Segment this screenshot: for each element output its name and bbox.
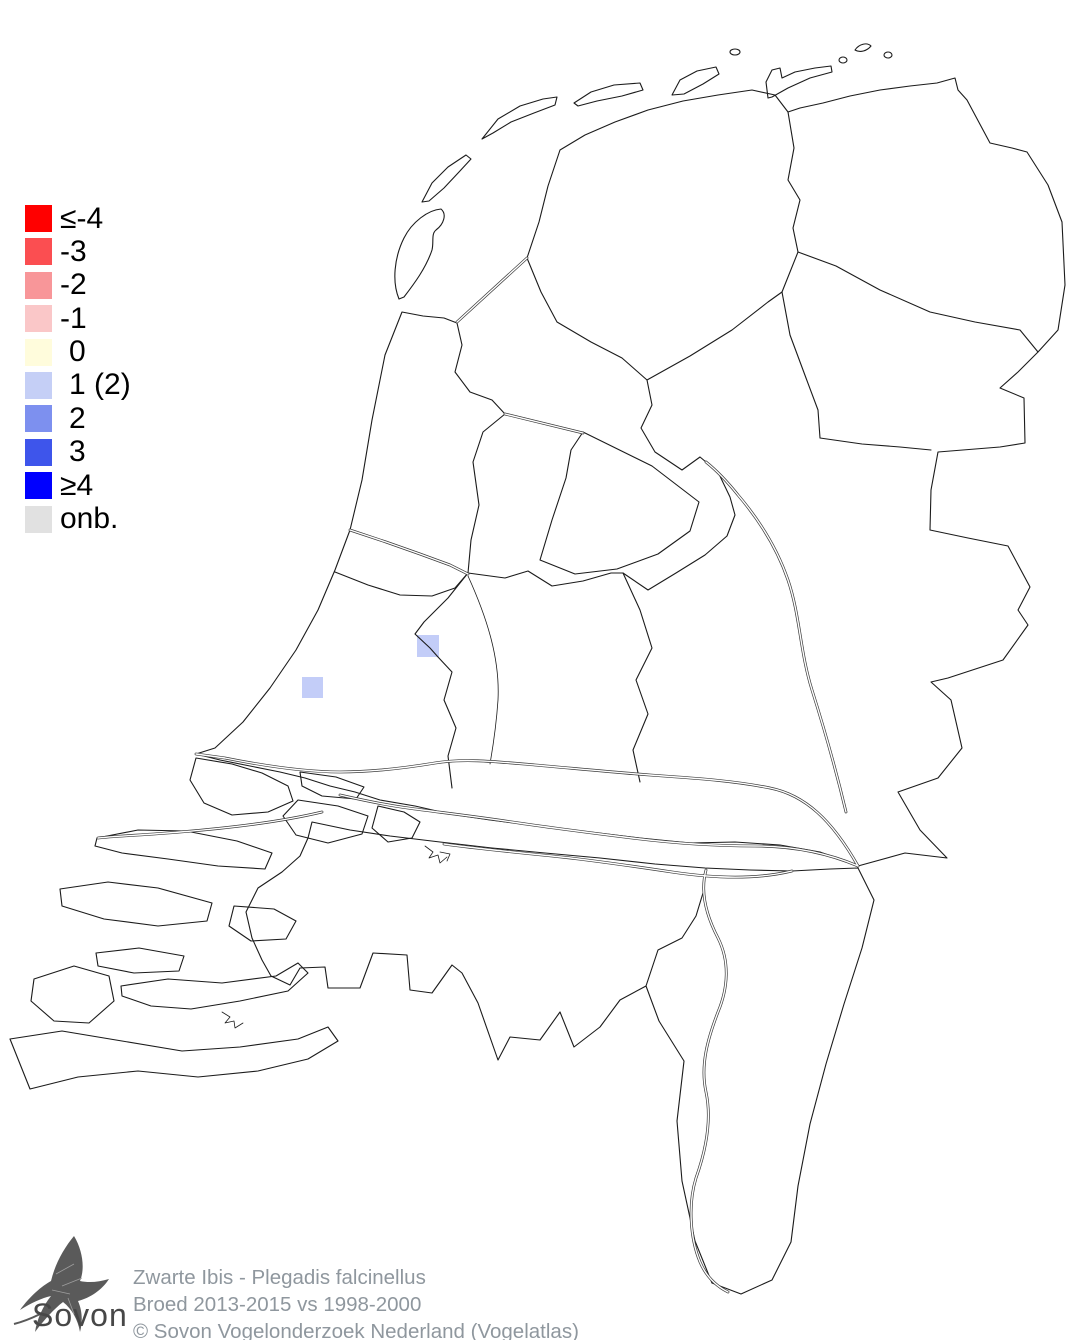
legend-label: ≤-4	[60, 201, 104, 235]
mainland-outline	[195, 77, 1066, 867]
legend-label: -3	[60, 234, 87, 268]
legend-swatch	[25, 438, 52, 466]
swallow-icon	[13, 1236, 109, 1332]
legend-swatch	[25, 305, 52, 333]
legend-swatch	[25, 205, 52, 232]
legend-label: onb.	[60, 502, 119, 536]
legend-item-0: ≤-4	[25, 201, 131, 235]
rivers	[96, 256, 860, 1294]
legend-swatch	[25, 238, 52, 266]
species-title: Zwarte Ibis - Plegadis falcinellus	[133, 1266, 426, 1289]
map-legend: ≤-4 -3 -2 -1 0 1 (2) 2 3 ≥4 onb.	[25, 201, 131, 539]
legend-label: 1 (2)	[69, 368, 131, 402]
sovon-logo-text: Sovon	[32, 1297, 128, 1333]
legend-item-5: 1 (2)	[25, 368, 131, 402]
legend-item-4: 0	[25, 335, 131, 369]
legend-label: -2	[60, 268, 87, 302]
legend-label: 2	[69, 401, 86, 435]
legend-item-7: 3	[25, 435, 131, 469]
legend-label: 0	[69, 335, 86, 369]
brabant-limburg-outline	[221, 821, 875, 1295]
legend-swatch	[25, 472, 52, 500]
legend-item-2: -2	[25, 268, 131, 302]
legend-item-8: ≥4	[25, 468, 131, 502]
atlas-square-value-1	[302, 677, 323, 698]
flevoland-polder	[539, 431, 700, 575]
legend-label: -1	[60, 301, 87, 335]
legend-item-3: -1	[25, 301, 131, 335]
legend-swatch	[25, 371, 52, 399]
legend-swatch	[25, 405, 52, 433]
province-borders	[334, 111, 1039, 987]
legend-swatch	[25, 271, 52, 299]
sovon-logo: Sovon	[12, 1234, 134, 1336]
map-caption: Zwarte Ibis - Plegadis falcinellus Broed…	[133, 1264, 579, 1340]
period-subtitle: Broed 2013-2015 vs 1998-2000	[133, 1293, 422, 1316]
legend-item-9: onb.	[25, 502, 131, 536]
copyright-line: © Sovon Vogelonderzoek Nederland (Vogela…	[133, 1320, 579, 1340]
legend-swatch	[25, 338, 52, 366]
zeeland-islands	[9, 757, 451, 1090]
legend-label: 3	[69, 435, 86, 469]
wadden-islands	[394, 43, 893, 300]
legend-item-6: 2	[25, 401, 131, 435]
legend-swatch	[25, 505, 52, 533]
legend-item-1: -3	[25, 234, 131, 268]
legend-label: ≥4	[60, 468, 94, 502]
